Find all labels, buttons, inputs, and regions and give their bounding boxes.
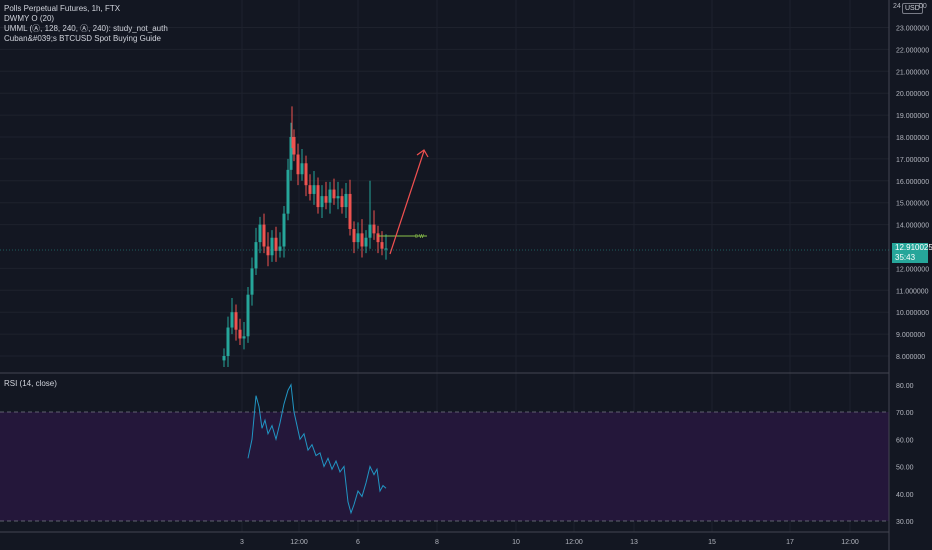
time-tick-label: 10 [512,539,520,546]
time-tick-label: 17 [786,539,794,546]
candle-body[interactable] [324,196,328,203]
drawing-label: 0 W [415,234,424,240]
price-axis[interactable]: 23.000000 22.000000 21.000000 20.000000 19.0… [896,26,929,362]
price-label-top-suffix: 00 [919,3,927,10]
candle-body[interactable] [270,237,274,256]
indicator-legend-1[interactable]: DWMY O (20) [4,14,55,23]
candle-body[interactable] [238,329,242,339]
time-tick-label: 12:00 [565,539,583,546]
price-tick-label: 10.000000 [896,310,929,317]
candle-body[interactable] [226,327,230,356]
candle-body[interactable] [222,356,226,361]
candle-body[interactable] [230,312,234,328]
candle-body[interactable] [352,228,356,243]
candle-body[interactable] [292,137,296,155]
candle-body[interactable] [332,189,336,199]
rsi-tick-label: 30.00 [896,519,914,526]
candle-body[interactable] [380,242,384,249]
price-tick-label: 15.000000 [896,201,929,208]
candle-body[interactable] [384,248,388,250]
candle-body[interactable] [344,193,348,208]
price-tick-label: 19.000000 [896,113,929,120]
candle-body[interactable] [266,246,270,256]
current-price-value: 12.910025 [895,243,932,252]
price-tick-label: 12.000000 [896,266,929,273]
price-tick-label: 18.000000 [896,135,929,142]
candle-body[interactable] [372,224,376,234]
candle-body[interactable] [316,185,320,208]
candlestick-series[interactable] [222,106,388,367]
price-tick-label: 11.000000 [896,288,929,295]
time-tick-label: 6 [356,539,360,546]
time-tick-label: 12:00 [290,539,308,546]
candle-body[interactable] [364,237,368,247]
rsi-legend[interactable]: RSI (14, close) [4,379,57,388]
price-tick-label: 14.000000 [896,223,929,230]
candle-body[interactable] [254,242,258,269]
rsi-axis[interactable]: 80.00 70.00 60.00 50.00 40.00 30.00 [896,383,914,526]
indicator-legend-3[interactable]: Cuban&#039;s BTCUSD Spot Buying Guide [4,34,161,43]
candle-body[interactable] [282,213,286,247]
candle-body[interactable] [289,137,293,170]
price-tick-label: 17.000000 [896,157,929,164]
candle-body[interactable] [320,196,324,208]
current-price-tag: 12.910025 35:43 [892,243,932,263]
projection-arrow[interactable] [389,150,425,255]
time-tick-label: 13 [630,539,638,546]
currency-badge[interactable]: USD [902,3,923,14]
rsi-tick-label: 40.00 [896,492,914,499]
candle-body[interactable] [278,246,282,251]
candle-body[interactable] [304,163,308,186]
price-tick-label: 9.000000 [896,332,925,339]
candle-body[interactable] [348,193,352,229]
candle-body[interactable] [340,196,344,208]
rsi-tick-label: 60.00 [896,437,914,444]
candle-body[interactable] [300,163,304,175]
candle-body[interactable] [328,189,332,203]
candle-body[interactable] [286,169,290,214]
candle-body[interactable] [312,185,316,194]
candle-body[interactable] [296,154,300,175]
candle-body[interactable] [356,233,360,243]
candle-body[interactable] [308,185,312,194]
candle-body[interactable] [234,312,238,330]
rsi-tick-label: 50.00 [896,465,914,472]
price-tick-label: 20.000000 [896,91,929,98]
price-tick-label: 23.000000 [896,26,929,33]
price-tick-label: 22.000000 [896,47,929,54]
rsi-line[interactable] [247,383,387,515]
rsi-tick-label: 80.00 [896,383,914,390]
indicator-legend-2[interactable]: UMML (Ⓐ, 128, 240, Ⓐ, 240): study_not_au… [4,24,168,33]
symbol-title[interactable]: Polls Perpetual Futures, 1h, FTX [4,4,121,13]
price-tick-label: 8.000000 [896,354,925,361]
candle-body[interactable] [262,224,266,247]
candle-body[interactable] [274,237,278,251]
candle-body[interactable] [246,294,250,337]
rsi-band-fill [0,412,889,521]
arrow-head-icon [416,149,429,158]
price-tick-label: 16.000000 [896,179,929,186]
candle-body[interactable] [242,336,246,339]
rsi-tick-label: 70.00 [896,410,914,417]
candle-countdown: 35:43 [895,253,916,262]
time-tick-label: 8 [435,539,439,546]
candle-body[interactable] [258,224,262,243]
candle-body[interactable] [250,268,254,295]
price-label-top: 24 [893,3,901,10]
candle-body[interactable] [376,233,380,243]
candle-body[interactable] [336,196,340,199]
time-tick-label: 12:00 [841,539,859,546]
time-tick-label: 15 [708,539,716,546]
candle-body[interactable] [368,224,372,238]
time-tick-label: 3 [240,539,244,546]
candle-body[interactable] [360,233,364,247]
price-tick-label: 21.000000 [896,69,929,76]
time-axis[interactable]: 3 12:00 6 8 10 12:00 13 15 17 12:00 [240,539,859,546]
